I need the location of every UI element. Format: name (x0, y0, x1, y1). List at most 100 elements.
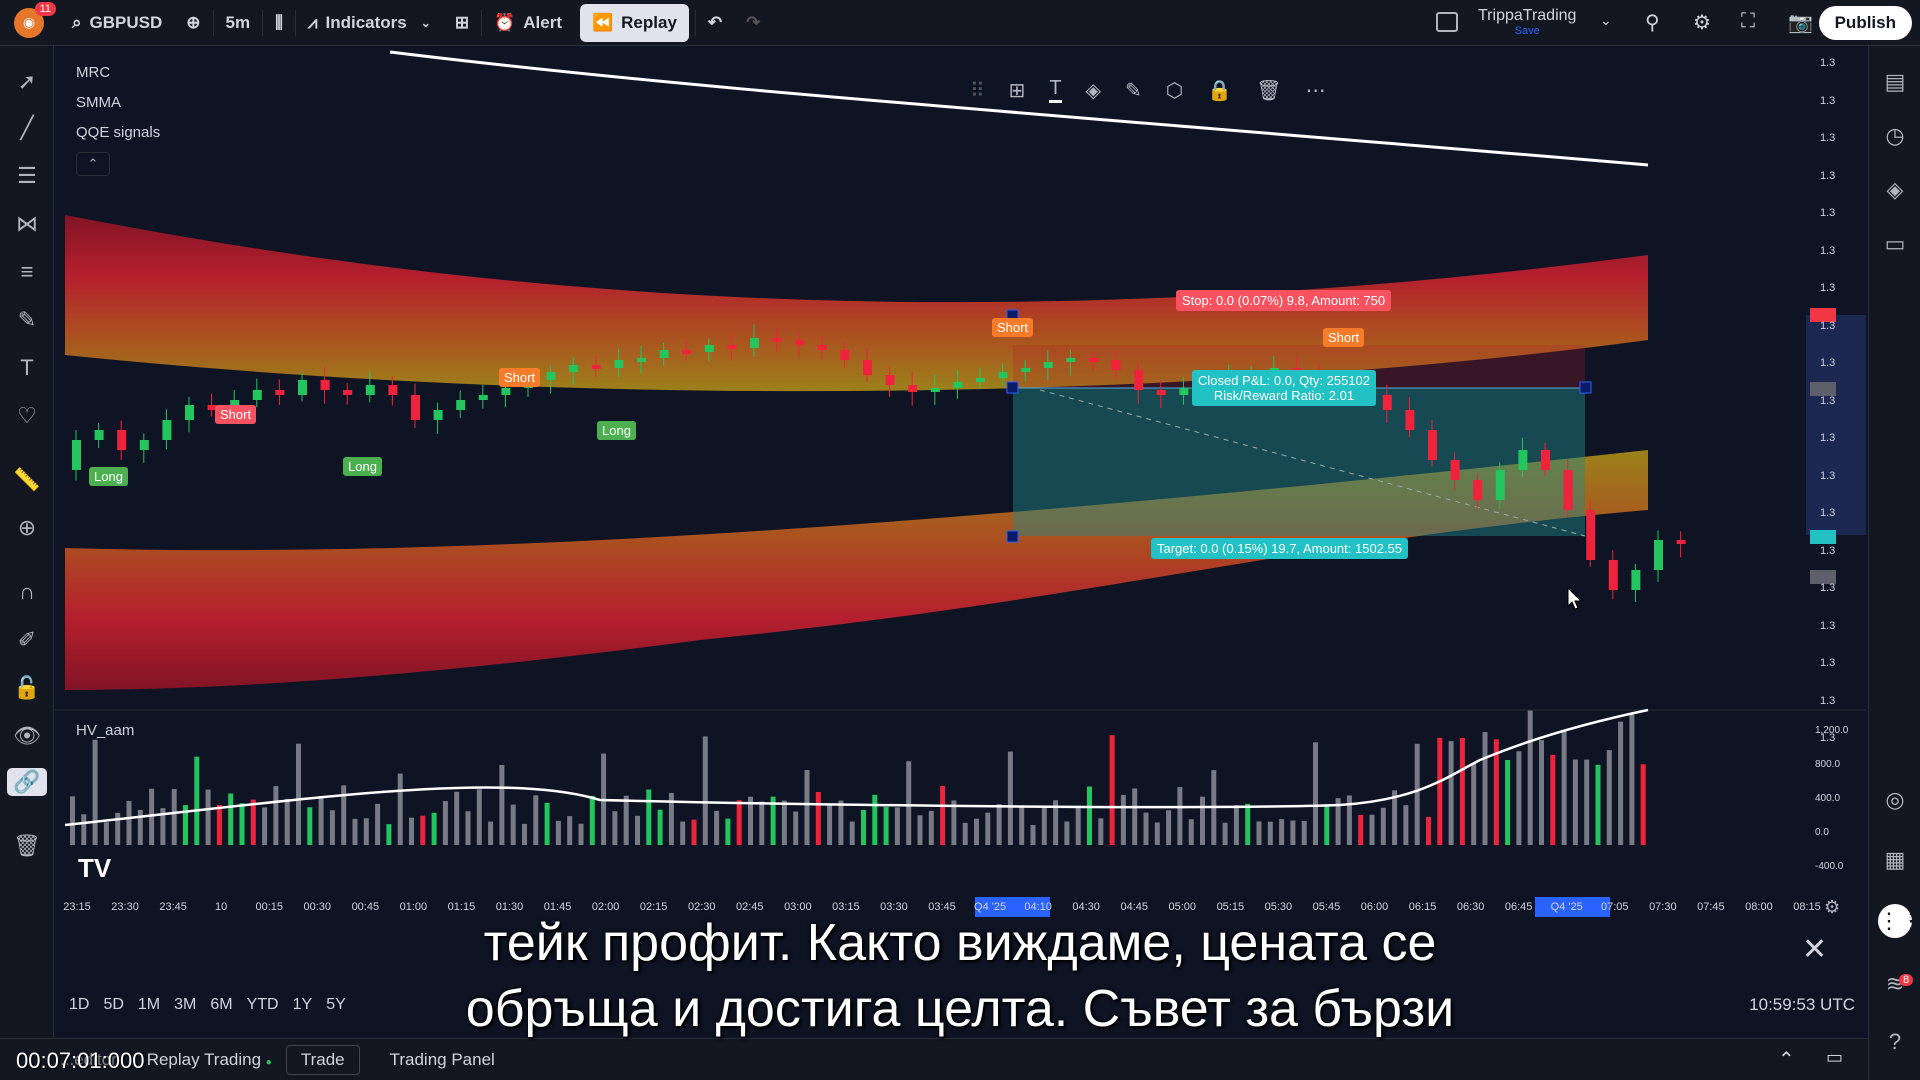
chevron-down-icon[interactable]: ⌄ (1600, 12, 1612, 28)
pencil-lock-icon[interactable]: ✐ (17, 627, 37, 652)
volume-bar (759, 801, 765, 845)
range-3m[interactable]: 3M (174, 996, 197, 1013)
lock-icon[interactable]: 🔓 (13, 675, 41, 700)
range-ytd[interactable]: YTD (246, 996, 279, 1013)
heart-icon[interactable]: ♡ (17, 403, 37, 428)
eye-icon[interactable]: 👁 (13, 723, 41, 748)
ruler-icon[interactable]: 📏 (13, 467, 41, 492)
alerts-clock-icon[interactable]: ◷ (1885, 123, 1905, 148)
publish-button[interactable]: Publish (1818, 6, 1912, 40)
pnl-line1: Closed P&L: 0.0, Qty: 255102 (1198, 373, 1370, 388)
volume-bar (894, 807, 900, 845)
undo-button[interactable]: ↶ (696, 0, 734, 46)
stop-label[interactable]: Stop: 0.0 (0.07%) 9.8, Amount: 750 (1176, 290, 1392, 311)
trend-line-icon[interactable]: ╱ (20, 115, 34, 140)
collapse-legend-button[interactable]: ⌃ (76, 152, 110, 176)
range-6m[interactable]: 6M (210, 996, 233, 1013)
candle-body (72, 440, 81, 470)
volume-bar (1426, 816, 1431, 845)
tab-trade[interactable]: Trade (285, 1044, 360, 1075)
time-tick: 00:45 (351, 901, 380, 913)
calendar-icon[interactable]: ▦ (1884, 847, 1906, 872)
replay-button[interactable]: ⏪ Replay (579, 3, 689, 42)
volume-bar (1256, 821, 1262, 845)
text-tool-icon[interactable]: T (1049, 77, 1062, 103)
link-icon[interactable]: 🔗 (7, 768, 47, 796)
volume-bar (838, 800, 844, 845)
line-color-icon[interactable]: ✎ (1125, 79, 1142, 102)
indicators-button[interactable]: ⩘ Indicators ⌄ (296, 0, 443, 46)
chart-type-button[interactable]: ⫼ (263, 0, 295, 46)
volume-bar (1482, 732, 1488, 845)
drag-handle-icon[interactable]: ⠿ (970, 79, 985, 102)
legend-qqe[interactable]: QQE signals (76, 124, 161, 141)
horizontal-lines-icon[interactable]: ☰ (17, 163, 37, 188)
template-icon[interactable]: ⊞ (1008, 79, 1026, 102)
trash-icon[interactable]: 🗑 (13, 833, 41, 858)
maximize-icon[interactable]: ▭ (1826, 1047, 1844, 1067)
text-icon[interactable]: T (20, 355, 34, 380)
volume-bar (928, 810, 934, 845)
symbol-search-button[interactable]: ⌕ GBPUSD (60, 0, 174, 46)
cursor-icon[interactable]: ➚ (17, 69, 37, 94)
quick-search-icon[interactable]: ⚲ (1645, 12, 1660, 34)
redo-button[interactable]: ↷ (734, 0, 772, 46)
tab-trading-panel[interactable]: Trading Panel (389, 1049, 495, 1069)
watchlist-icon[interactable]: ▤ (1884, 69, 1906, 94)
zoom-in-icon[interactable]: ⊕ (17, 515, 37, 540)
candle-body (388, 385, 398, 395)
settings-icon[interactable]: ⬡ (1165, 79, 1184, 102)
layout-square-icon[interactable] (1436, 12, 1458, 32)
pnl-label[interactable]: Closed P&L: 0.0, Qty: 255102 Risk/Reward… (1192, 370, 1376, 406)
tab-replay-trading[interactable]: Replay Trading ● (147, 1050, 272, 1070)
delete-icon[interactable]: 🗑 (1256, 79, 1282, 102)
volume-bar (1064, 821, 1070, 845)
brush-icon[interactable]: ✎ (17, 307, 37, 332)
range-1m[interactable]: 1M (137, 996, 161, 1013)
interval-button[interactable]: 5m (214, 0, 263, 46)
account-menu[interactable]: TrippaTrading Save (1478, 7, 1576, 37)
compare-symbol-button[interactable]: ⊕ (174, 0, 212, 46)
help-icon[interactable]: ? (1888, 1029, 1902, 1054)
magnet-icon[interactable]: ∩ (19, 579, 35, 604)
volume-bar (431, 812, 437, 845)
fib-icon[interactable]: ≡ (20, 259, 34, 284)
close-icon[interactable]: ✕ (1802, 933, 1828, 966)
alert-button[interactable]: ⏰ Alert (482, 0, 574, 46)
more-icon[interactable]: ⋯ (1305, 79, 1326, 102)
settings-gear-icon[interactable]: ⚙ (1693, 12, 1711, 34)
range-1y[interactable]: 1Y (292, 996, 313, 1013)
legend-mrc[interactable]: MRC (76, 64, 111, 81)
camera-icon[interactable]: 📷 (1788, 12, 1813, 34)
chat-icon[interactable]: ▭ (1884, 231, 1906, 256)
axis-settings-icon[interactable]: ⚙ (1824, 897, 1841, 917)
fill-color-icon[interactable]: ◈ (1085, 79, 1102, 102)
volume-bar (183, 805, 188, 845)
legend-hv[interactable]: HV_aam (76, 722, 135, 739)
candle-body (207, 405, 217, 410)
volume-bar (1561, 729, 1567, 845)
lock-icon[interactable]: 🔒 (1207, 79, 1233, 102)
save-label: Save (1514, 25, 1540, 37)
fullscreen-icon[interactable]: ⛶ (1741, 10, 1755, 32)
legend-smma[interactable]: SMMA (76, 94, 121, 111)
app-logo-icon[interactable]: ◉ 11 (14, 1, 56, 38)
volume-bar (1539, 740, 1544, 845)
target-icon[interactable]: ◎ (1885, 787, 1905, 812)
range-1d[interactable]: 1D (69, 996, 90, 1013)
price-scale[interactable]: 1.3 1.3 1.3 1.3 1.3 1.3 1.3 1.3 1.3 1.3 1.3 1.3 1.3 1… (1806, 47, 1866, 744)
pattern-icon[interactable]: ⋈ (16, 211, 38, 236)
layers-icon[interactable]: ◈ (1886, 177, 1904, 202)
range-5y[interactable]: 5Y (326, 996, 346, 1013)
candle-body (1134, 370, 1144, 390)
candle-body (1654, 540, 1663, 570)
layouts-button[interactable]: ⊞ (443, 0, 481, 46)
range-5d[interactable]: 5D (103, 996, 124, 1013)
utc-clock[interactable]: 10:59:53 UTC (1749, 995, 1855, 1014)
chevron-up-icon[interactable]: ⌃ (1778, 1049, 1795, 1071)
time-axis[interactable]: 23:15 23:30 23:45 10 00:15 00:30 00:45 01:00 01:… (55, 895, 1867, 921)
tab-pine-editor[interactable]: ...editor (60, 1049, 117, 1069)
symbol-label: GBPUSD (89, 12, 163, 32)
target-label[interactable]: Target: 0.0 (0.15%) 19.7, Amount: 1502.5… (1151, 538, 1408, 559)
